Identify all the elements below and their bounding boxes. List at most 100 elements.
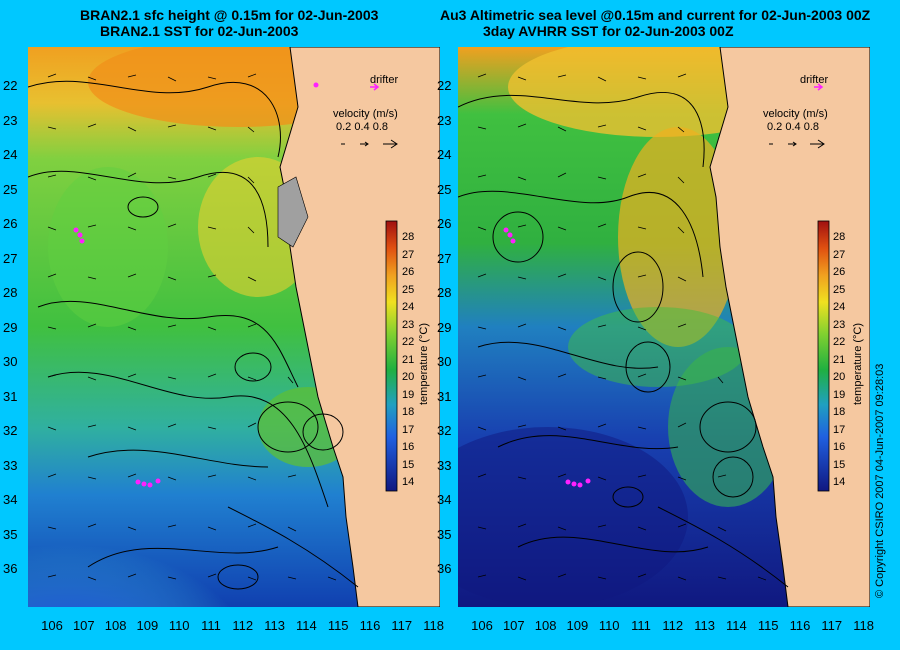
longitude-tick: 118 <box>423 618 444 633</box>
latitude-tick: 36 <box>3 561 18 576</box>
latitude-tick: 28 <box>3 285 18 300</box>
velocity-label: velocity (m/s) <box>333 108 398 120</box>
colorbar-tick: 24 <box>833 301 846 313</box>
left-map-panel <box>28 47 440 607</box>
longitude-tick: 111 <box>201 618 221 633</box>
latitude-tick: 27 <box>3 250 18 266</box>
longitude-tick: 114 <box>296 618 317 633</box>
colorbar-tick: 21 <box>833 353 846 366</box>
colorbar-tick: 28 <box>402 231 415 243</box>
left-title-line1: BRAN2.1 sfc height @ 0.15m for 02-Jun-20… <box>80 7 379 23</box>
colorbar-tick: 20 <box>833 371 846 383</box>
colorbar-tick: 17 <box>402 423 415 436</box>
longitude-tick: 116 <box>789 618 811 633</box>
longitude-tick: 112 <box>232 618 254 633</box>
latitude-tick: 27 <box>437 250 452 266</box>
latitude-tick: 33 <box>3 457 18 473</box>
velocity-label-right: velocity (m/s) <box>763 108 828 120</box>
copyright-notice: © Copyright CSIRO 2007 04-Jun-2007 09:28… <box>874 363 886 598</box>
colorbar-tick: 19 <box>402 388 415 401</box>
latitude-tick: 34 <box>3 492 18 507</box>
drifter-markers-right <box>503 227 591 488</box>
colorbar <box>385 220 398 492</box>
latitude-tick: 36 <box>437 561 452 576</box>
longitude-tick: 115 <box>757 618 779 633</box>
longitude-tick: 108 <box>534 618 557 633</box>
longitude-tick: 113 <box>264 618 285 633</box>
latitude-tick: 32 <box>3 423 18 438</box>
colorbar-tick: 27 <box>833 248 846 261</box>
longitude-tick: 109 <box>136 618 159 633</box>
drifter-markers <box>73 82 319 488</box>
longitude-tick: 112 <box>662 618 684 633</box>
longitude-tick: 113 <box>694 618 715 633</box>
latitude-tick: 24 <box>437 147 452 162</box>
longitude-tick: 110 <box>168 618 190 633</box>
longitude-tick: 115 <box>327 618 349 633</box>
velocity-legend-arrows <box>341 139 398 149</box>
colorbar-tick: 14 <box>402 476 415 488</box>
colorbar-tick: 24 <box>402 301 415 313</box>
colorbar-tick: 21 <box>402 353 415 366</box>
colorbar-tick: 23 <box>402 318 415 331</box>
latitude-tick: 23 <box>437 112 452 128</box>
colorbar-tick: 17 <box>833 423 846 436</box>
right-title-line1: Au3 Altimetric sea level @0.15m and curr… <box>440 7 871 23</box>
colorbar-label-left: temperature (°C) <box>418 322 430 405</box>
colorbar-tick: 22 <box>402 336 415 348</box>
colorbar-tick: 22 <box>833 336 846 348</box>
longitude-tick: 116 <box>359 618 381 633</box>
drifter-legend-arrow-right <box>814 83 824 91</box>
right-title-line2: 3day AVHRR SST for 02-Jun-2003 00Z <box>483 23 734 39</box>
colorbar-tick: 18 <box>833 406 846 418</box>
velocity-legend-arrows-right <box>769 139 825 149</box>
longitude-tick: 117 <box>391 618 413 633</box>
colorbar-tick: 19 <box>833 388 846 401</box>
colorbar-tick: 23 <box>833 318 846 331</box>
velocity-values: 0.2 0.4 0.8 <box>336 121 388 133</box>
latitude-tick: 32 <box>437 423 452 438</box>
colorbar-tick: 16 <box>833 441 846 453</box>
latitude-tick: 26 <box>437 216 452 231</box>
velocity-values-right: 0.2 0.4 0.8 <box>767 121 819 133</box>
colorbar-right <box>817 220 830 492</box>
longitude-tick: 106 <box>41 618 63 633</box>
right-map <box>458 47 870 607</box>
colorbar-tick: 27 <box>402 248 415 261</box>
right-map-panel <box>458 47 870 607</box>
longitude-tick: 118 <box>853 618 874 633</box>
latitude-tick: 34 <box>437 492 452 507</box>
longitude-tick: 109 <box>566 618 589 633</box>
left-map <box>28 47 440 607</box>
colorbar-label-right: temperature (°C) <box>852 322 864 405</box>
drifter-label-right: drifter <box>800 74 829 86</box>
longitude-tick: 110 <box>598 618 620 633</box>
longitude-tick: 106 <box>471 618 493 633</box>
colorbar-tick: 15 <box>833 458 846 471</box>
colorbar-tick: 14 <box>833 476 846 488</box>
latitude-tick: 22 <box>437 78 452 93</box>
latitude-tick: 31 <box>437 388 452 404</box>
longitude-tick: 107 <box>72 618 95 633</box>
colorbar-tick: 16 <box>402 441 415 453</box>
drifter-label: drifter <box>370 74 399 86</box>
longitude-tick: 114 <box>726 618 747 633</box>
latitude-tick: 35 <box>437 526 452 542</box>
left-title-line2: BRAN2.1 SST for 02-Jun-2003 <box>100 23 299 39</box>
latitude-tick: 26 <box>3 216 18 231</box>
latitude-tick: 29 <box>437 319 452 335</box>
latitude-tick: 23 <box>3 112 18 128</box>
latitude-tick: 35 <box>3 526 18 542</box>
latitude-tick: 24 <box>3 147 18 162</box>
latitude-tick: 25 <box>437 181 452 197</box>
colorbar-tick: 26 <box>402 266 415 278</box>
latitude-tick: 22 <box>3 78 18 93</box>
latitude-tick: 31 <box>3 388 18 404</box>
colorbar-tick: 18 <box>402 406 415 418</box>
latitude-tick: 25 <box>3 181 18 197</box>
longitude-tick: 108 <box>104 618 127 633</box>
colorbar-tick: 20 <box>402 371 415 383</box>
latitude-tick: 30 <box>3 354 18 369</box>
latitude-tick: 30 <box>437 354 452 369</box>
latitude-tick: 33 <box>437 457 452 473</box>
